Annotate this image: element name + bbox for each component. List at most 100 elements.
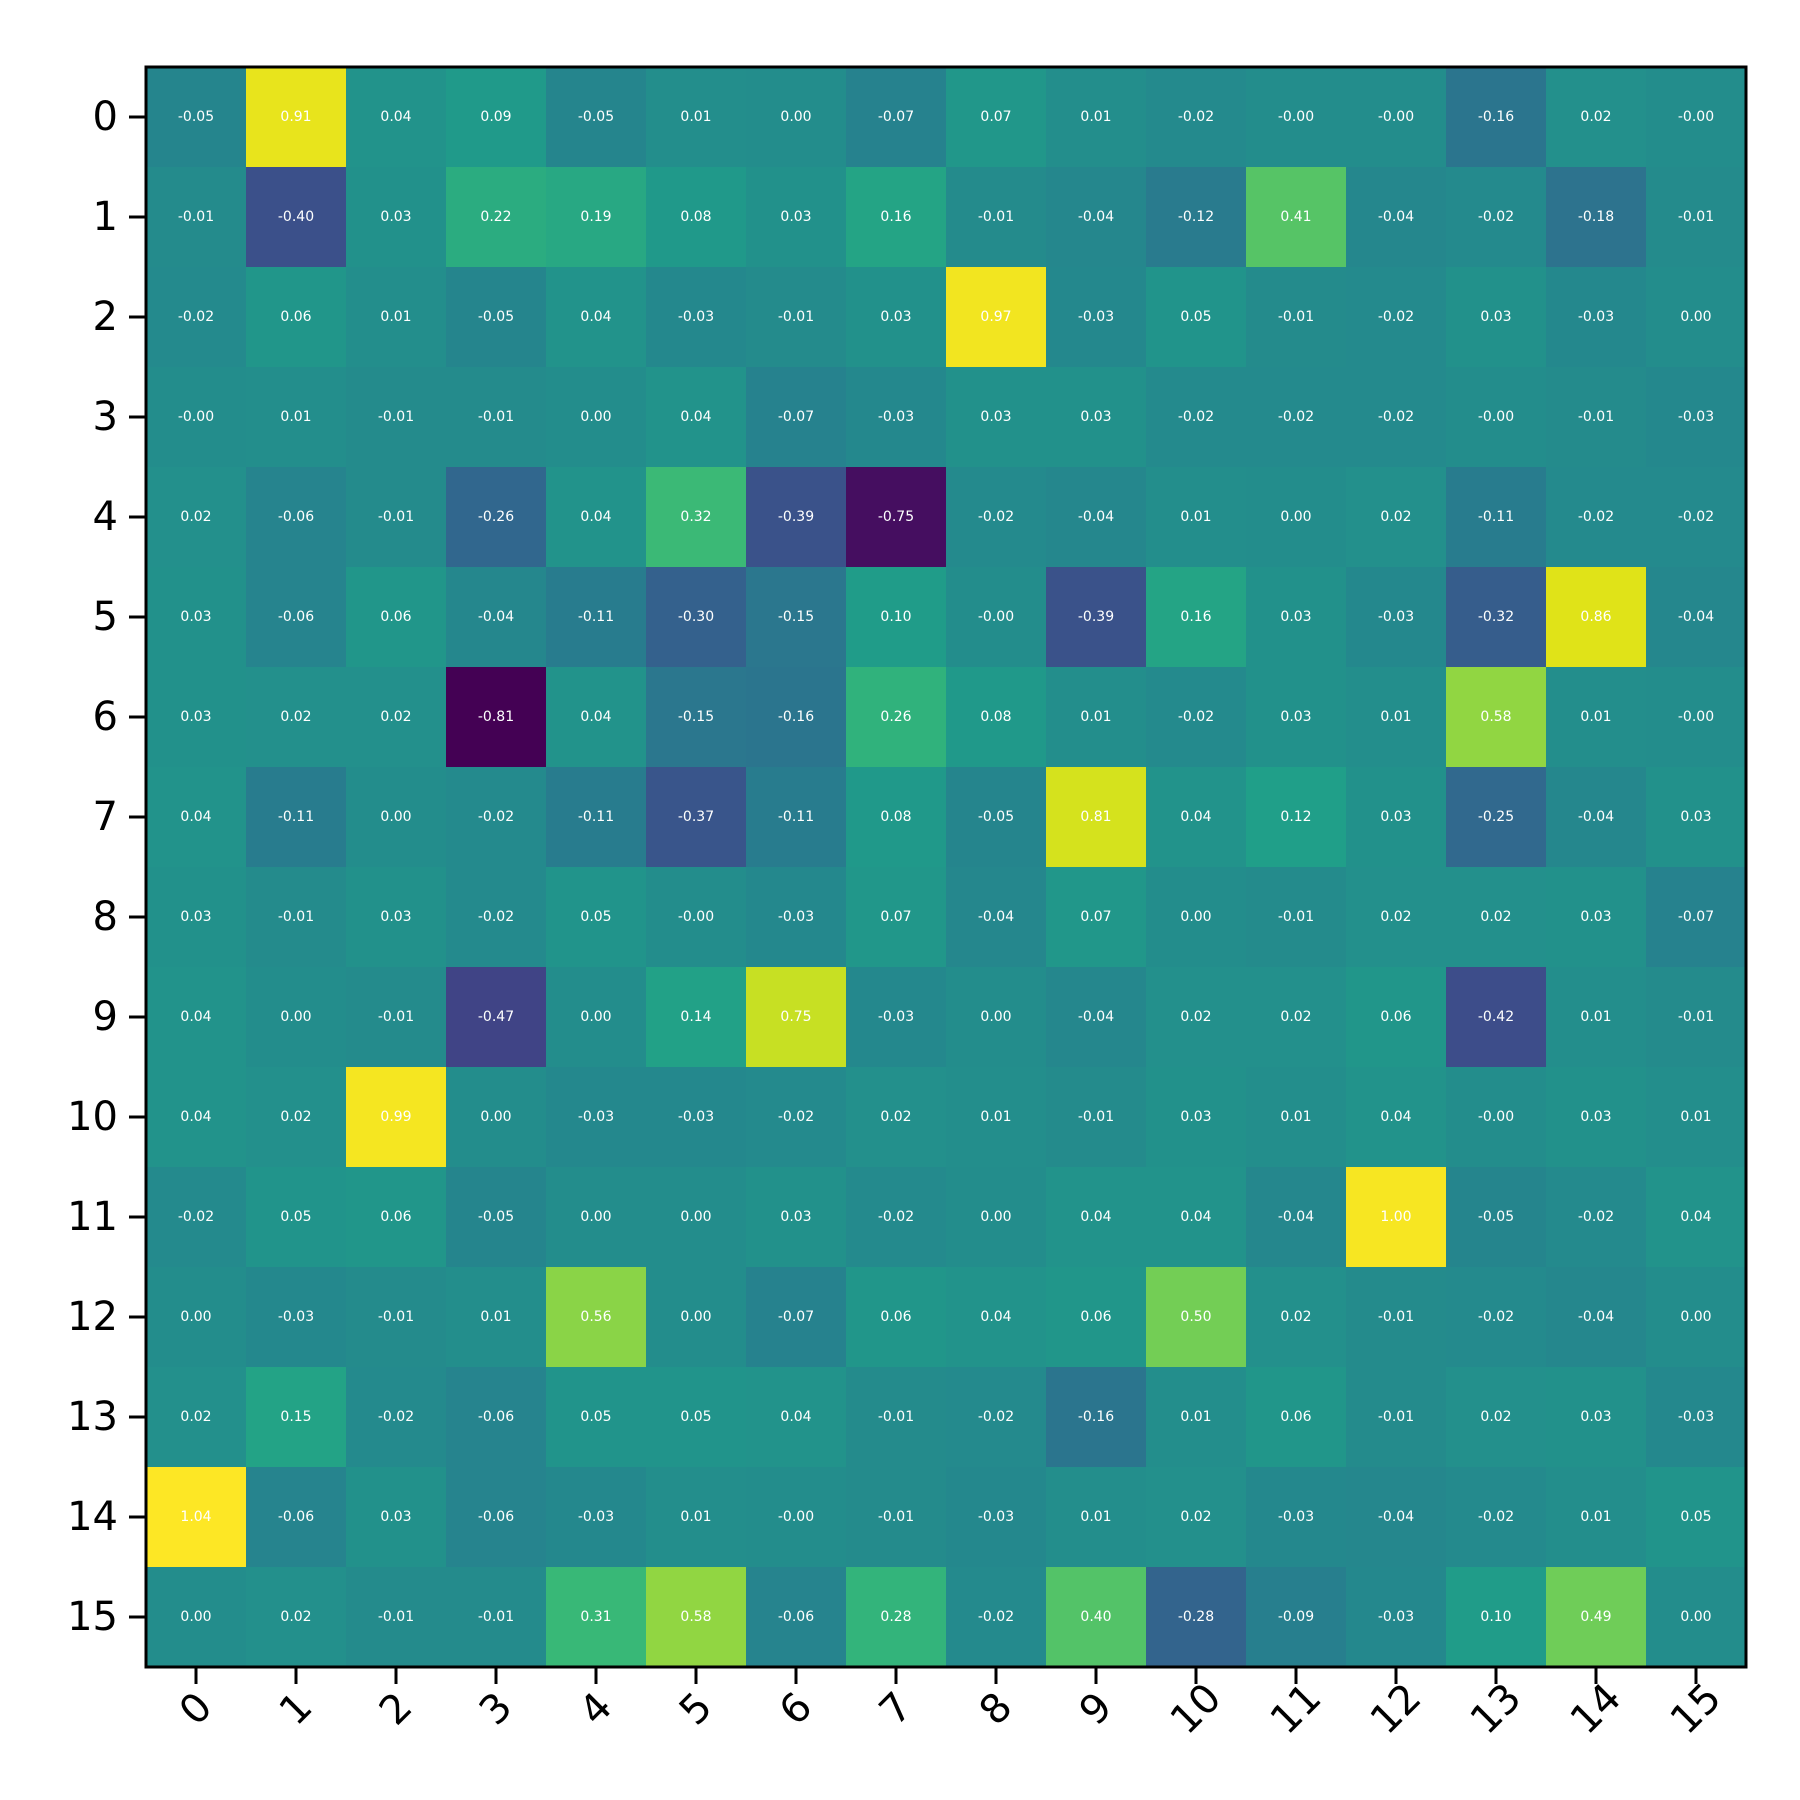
cell-label-r4-c8: -0.02 [978,509,1014,525]
cell-label-r7-c12: 0.03 [1380,809,1411,825]
heatmap-cell-r15-c15 [1646,1567,1747,1668]
heatmap-cell-r14-c13 [1446,1467,1547,1568]
cell-label-r11-c11: -0.04 [1278,1209,1314,1225]
heatmap-cell-r6-c3 [446,667,547,768]
cell-label-r3-c4: 0.00 [580,409,611,425]
heatmap-cell-r12-c2 [346,1267,447,1368]
heatmap-cell-r6-c11 [1246,667,1347,768]
heatmap-cell-r0-c15 [1646,67,1747,168]
x-axis: 0 1 2 3 4 5 6 7 8 9 10 11 12 13 14 15 [171,1667,1730,1743]
heatmap-cell-r6-c8 [946,667,1047,768]
heatmap-cell-r8-c11 [1246,867,1347,968]
cell-label-r0-c3: 0.09 [480,109,511,125]
y-tick-label-4: 4 [93,494,118,540]
heatmap-cell-r2-c12 [1346,267,1447,368]
cell-label-r13-c11: 0.06 [1280,1409,1311,1425]
heatmap-cell-r9-c15 [1646,967,1747,1068]
heatmap-cell-r15-c4 [546,1567,647,1668]
heatmap-cell-r12-c3 [446,1267,547,1368]
heatmap-cell-r9-c11 [1246,967,1347,1068]
cell-label-r5-c7: 0.10 [880,609,911,625]
cell-label-r2-c13: 0.03 [1480,309,1511,325]
heatmap-cell-r4-c15 [1646,467,1747,568]
cell-label-r1-c4: 0.19 [580,209,611,225]
heatmap-cell-r1-c13 [1446,167,1547,268]
cell-label-r0-c10: -0.02 [1178,109,1214,125]
cell-label-r13-c8: -0.02 [978,1409,1014,1425]
cell-label-r3-c13: -0.00 [1478,409,1514,425]
heatmap-cell-r1-c9 [1046,167,1147,268]
cell-label-r13-c15: -0.03 [1678,1409,1714,1425]
cell-label-r2-c5: -0.03 [678,309,714,325]
cell-label-r8-c6: -0.03 [778,909,814,925]
cell-label-r7-c9: 0.81 [1080,809,1111,825]
cell-label-r12-c13: -0.02 [1478,1309,1514,1325]
heatmap-cell-r7-c12 [1346,767,1447,868]
cell-label-r5-c9: -0.39 [1078,609,1114,625]
heatmap-cell-r1-c6 [746,167,847,268]
cell-label-r1-c15: -0.01 [1678,209,1714,225]
cell-label-r5-c5: -0.30 [678,609,714,625]
heatmap-cell-r10-c9 [1046,1067,1147,1168]
cell-label-r5-c1: -0.06 [278,609,314,625]
heatmap-cell-r14-c4 [546,1467,647,1568]
cell-label-r9-c1: 0.00 [280,1009,311,1025]
cell-label-r8-c2: 0.03 [380,909,411,925]
heatmap-cell-r10-c8 [946,1067,1047,1168]
heatmap-cell-r8-c3 [446,867,547,968]
heatmap-cell-r3-c12 [1346,367,1447,468]
cell-label-r8-c11: -0.01 [1278,909,1314,925]
heatmap-cell-r13-c5 [646,1367,747,1468]
heatmap-cell-r2-c8 [946,267,1047,368]
cell-label-r7-c7: 0.08 [880,809,911,825]
cell-label-r1-c14: -0.18 [1578,209,1614,225]
cell-label-r11-c14: -0.02 [1578,1209,1614,1225]
heatmap-cell-r0-c8 [946,67,1047,168]
cell-label-r11-c6: 0.03 [780,1209,811,1225]
heatmap-cell-r10-c11 [1246,1067,1347,1168]
cell-label-r2-c14: -0.03 [1578,309,1614,325]
cell-label-r1-c11: 0.41 [1280,209,1311,225]
heatmap-cell-r12-c14 [1546,1267,1647,1368]
cell-label-r5-c6: -0.15 [778,609,814,625]
cell-label-r1-c8: -0.01 [978,209,1014,225]
cell-label-r10-c12: 0.04 [1380,1109,1411,1125]
cell-label-r3-c10: -0.02 [1178,409,1214,425]
cell-label-r1-c10: -0.12 [1178,209,1214,225]
cell-label-r4-c5: 0.32 [680,509,711,525]
cell-label-r6-c6: -0.16 [778,709,814,725]
cell-label-r13-c3: -0.06 [478,1409,514,1425]
heatmap-cell-r14-c3 [446,1467,547,1568]
cell-label-r14-c5: 0.01 [680,1509,711,1525]
cell-label-r7-c8: -0.05 [978,809,1014,825]
cell-label-r15-c7: 0.28 [880,1609,911,1625]
heatmap-cell-r6-c2 [346,667,447,768]
heatmap-cell-r2-c5 [646,267,747,368]
y-tick-label-8: 8 [93,894,118,940]
cell-label-r5-c11: 0.03 [1280,609,1311,625]
heatmap-cell-r0-c1 [246,67,347,168]
cell-label-r1-c9: -0.04 [1078,209,1114,225]
heatmap-cell-r2-c0 [146,267,247,368]
heatmap-cell-r0-c14 [1546,67,1647,168]
cell-label-r1-c5: 0.08 [680,209,711,225]
heatmap-cell-r5-c3 [446,567,547,668]
heatmap-cell-r6-c10 [1146,667,1247,768]
heatmap-cell-r12-c10 [1146,1267,1247,1368]
x-tick-label-1: 1 [271,1684,322,1735]
cell-label-r12-c0: 0.00 [180,1309,211,1325]
y-tick-label-9: 9 [93,994,118,1040]
y-tick-label-5: 5 [93,594,118,640]
heatmap-cell-r1-c0 [146,167,247,268]
heatmap-cell-r1-c10 [1146,167,1247,268]
heatmap-cell-r3-c0 [146,367,247,468]
heatmap-cell-r1-c8 [946,167,1047,268]
heatmap-cell-r15-c1 [246,1567,347,1668]
cell-label-r7-c4: -0.11 [578,809,614,825]
cell-label-r10-c6: -0.02 [778,1109,814,1125]
heatmap-cell-r10-c15 [1646,1067,1747,1168]
y-tick-label-3: 3 [93,394,118,440]
heatmap-cell-r3-c14 [1546,367,1647,468]
heatmap-cell-r7-c14 [1546,767,1647,868]
